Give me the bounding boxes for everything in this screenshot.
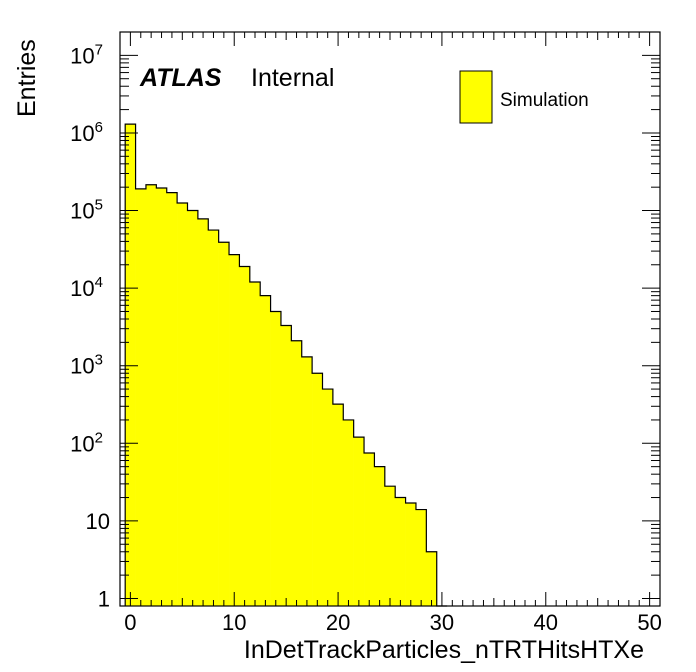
legend-swatch [459,70,493,124]
histogram-bars [125,124,438,607]
x-tick-label: 20 [326,610,350,635]
histogram-bar [208,230,219,606]
histogram-bar [343,419,354,606]
y-tick-label: 106 [70,119,103,146]
histogram-bar [145,184,157,606]
x-tick-label: 0 [124,610,136,635]
histogram-bar [197,218,209,606]
histogram-bar [135,188,147,606]
histogram-bar [229,254,240,606]
y-axis-label: Entries [13,39,41,117]
x-tick-label: 30 [430,610,454,635]
legend-entry-simulation: Simulation [500,90,589,111]
histogram-bar [270,311,282,606]
histogram-outline [124,123,448,607]
histogram-bar [395,497,406,606]
x-axis-ticks: 0 10 20 30 40 50 [124,32,662,635]
histogram-bar [260,295,271,606]
y-tick-label: 105 [70,197,103,224]
y-axis-ticks: 1 10 102 103 104 105 106 107 [70,31,660,611]
x-tick-label: 10 [222,610,246,635]
histogram-bar [384,486,396,606]
histogram-bar [291,340,303,606]
histogram-bar [312,373,323,606]
x-tick-label: 50 [637,610,661,635]
histogram-bar [364,452,375,606]
histogram-bar [301,356,313,606]
y-tick-label: 103 [70,352,103,379]
histogram-bar [405,503,417,606]
histogram-bar [218,242,230,606]
histogram-bar [374,466,386,606]
histogram-bar [280,325,292,606]
y-tick-label: 1 [98,586,110,611]
histogram-bar [353,437,365,606]
y-tick-label: 102 [70,429,103,456]
histogram-bar [322,389,334,606]
histogram-bar [332,404,344,606]
x-tick-label: 40 [534,610,558,635]
histogram-bar [249,281,261,606]
histogram-bar [426,551,438,606]
histogram-bar [187,210,199,606]
histogram-bar [239,266,251,606]
histogram-bar [166,192,178,606]
histogram-bar [125,124,136,606]
histogram-bar [177,203,188,606]
legend: Simulation [459,70,589,124]
atlas-label: ATLAS [139,64,222,92]
y-tick-label: 104 [70,274,103,301]
internal-label: Internal [251,64,334,92]
y-tick-label: 10 [86,509,110,534]
y-tick-label: 107 [70,41,103,68]
histogram-bar [156,188,168,607]
x-axis-label: InDetTrackParticles_nTRTHitsHTXe [244,636,644,664]
histogram-bar [415,509,427,606]
